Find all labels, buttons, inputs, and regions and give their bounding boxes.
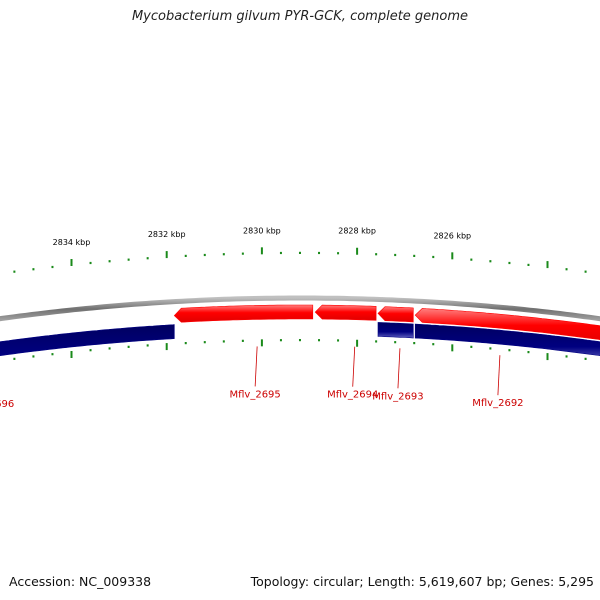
scale-ticks-inner: [13, 339, 587, 361]
scale-tick-label: 2834 kbp: [53, 238, 91, 247]
gene-feature: [414, 323, 600, 356]
scale-tick-labels: 2834 kbp 2832 kbp 2830 kbp 2828 kbp 2826 kbp: [53, 226, 472, 247]
label-leader-line: [254, 346, 258, 387]
label-leader-line: [352, 346, 356, 387]
label-leader-line: [397, 348, 401, 389]
genome-summary-text: Topology: circular; Length: 5,619,607 bp…: [250, 574, 594, 589]
scale-tick-label: 2828 kbp: [338, 227, 376, 236]
scale-tick-label: 2832 kbp: [148, 230, 186, 239]
gene-label: Mflv_2692: [472, 398, 523, 409]
label-leader-line: [497, 355, 501, 396]
gene-feature: [377, 322, 414, 339]
gene-feature: [414, 308, 600, 340]
gene-feature: [173, 304, 314, 323]
gene-features: [0, 304, 600, 356]
gene-label: Mflv_2696: [0, 399, 14, 410]
scale-tick-label: 2830 kbp: [243, 226, 281, 235]
gene-feature: [377, 306, 414, 323]
scale-ticks-outer: [13, 247, 587, 273]
gene-feature: [314, 304, 377, 321]
gene-label: Mflv_2693: [372, 391, 423, 402]
gene-feature: [0, 324, 175, 356]
scale-tick-label: 2826 kbp: [433, 231, 471, 240]
genome-backbone: [0, 295, 600, 322]
accession-text: Accession: NC_009338: [9, 574, 152, 589]
page-title: Mycobacterium gilvum PYR-GCK, complete g…: [131, 9, 469, 24]
gene-label: Mflv_2695: [229, 389, 280, 400]
gene-label: Mflv_2694: [327, 390, 378, 401]
